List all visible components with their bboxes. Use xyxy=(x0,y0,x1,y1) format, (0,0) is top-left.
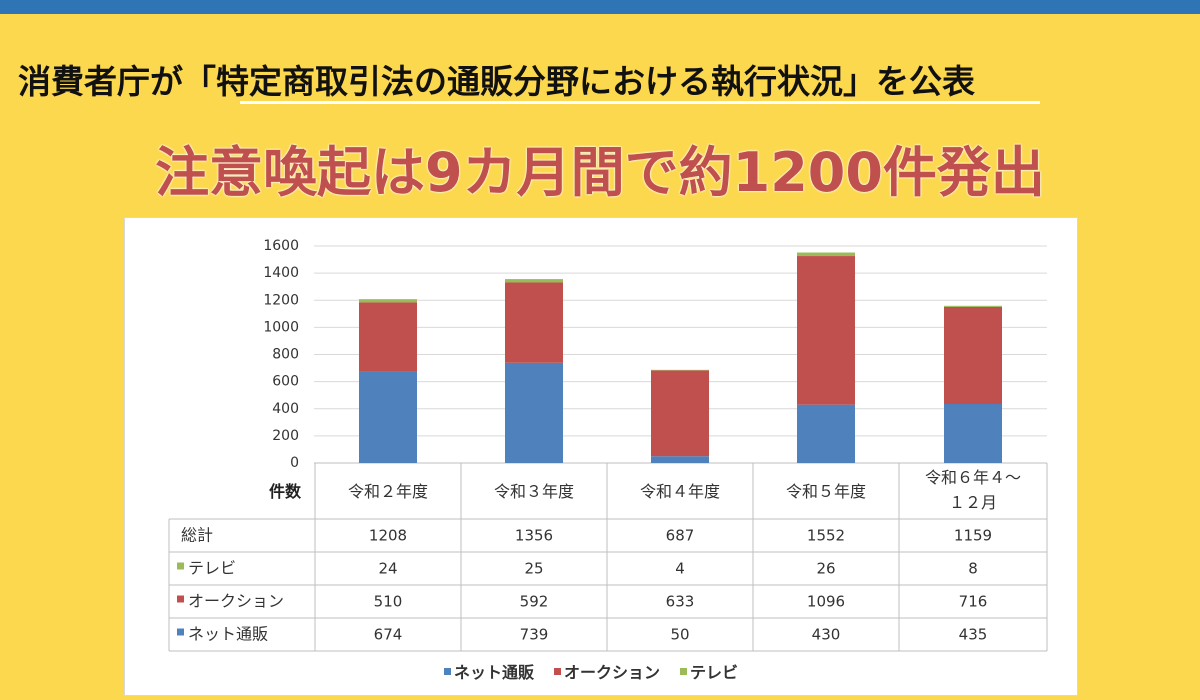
bar-segment xyxy=(797,256,855,405)
table-cell: 1096 xyxy=(807,593,845,611)
table-cell: 510 xyxy=(374,593,403,611)
legend-swatch xyxy=(554,668,561,675)
bar-segment xyxy=(359,299,417,303)
legend-key-marker xyxy=(177,628,184,636)
y-tick-label: 200 xyxy=(272,428,299,444)
bar-segment xyxy=(505,282,563,363)
legend-key-marker xyxy=(177,595,184,603)
x-category-label: 令和４年度 xyxy=(640,482,720,501)
bar-segment xyxy=(944,305,1002,307)
y-tick-label: 1200 xyxy=(263,292,299,308)
x-category-label: 令和２年度 xyxy=(348,482,428,501)
bar-segment xyxy=(505,362,563,463)
legend-key-marker xyxy=(177,562,184,570)
table-cell: 25 xyxy=(524,560,543,578)
legend-swatch xyxy=(680,668,687,675)
table-row-label: 総計 xyxy=(181,526,213,545)
table-cell: 1552 xyxy=(807,527,845,545)
table-cell: 674 xyxy=(374,626,403,644)
bar-segment xyxy=(359,302,417,372)
x-category-label: １２月 xyxy=(949,493,997,512)
table-header-label: 件数 xyxy=(269,482,302,501)
table-cell: 633 xyxy=(666,593,695,611)
y-tick-label: 1600 xyxy=(263,238,299,254)
table-cell: 716 xyxy=(959,593,988,611)
table-cell: 739 xyxy=(520,626,549,644)
table-cell: 1159 xyxy=(954,527,992,545)
y-tick-label: 1000 xyxy=(263,319,299,335)
table-cell: 8 xyxy=(968,560,978,578)
bar-segment xyxy=(651,370,709,457)
legend-label: テレビ xyxy=(690,663,738,682)
y-tick-label: 600 xyxy=(272,374,299,390)
bar-segment xyxy=(797,252,855,257)
table-cell: 430 xyxy=(812,626,841,644)
table-cell: 687 xyxy=(666,527,695,545)
table-cell: 1356 xyxy=(515,527,553,545)
table-cell: 1208 xyxy=(369,527,407,545)
bar-segment xyxy=(651,456,709,463)
bar-segment xyxy=(651,369,709,371)
y-tick-label: 0 xyxy=(290,455,299,471)
stacked-bar-chart: 0 200 400 600 800 1000 1200 1400 1600 件数 令和２年度 令和３年… xyxy=(168,238,1048,682)
bar-segment xyxy=(505,279,563,283)
chart-panel: 0 200 400 600 800 1000 1200 1400 1600 件数 令和２年度 令和３年… xyxy=(124,217,1078,696)
table-cell: 50 xyxy=(670,626,689,644)
top-accent-bar xyxy=(0,0,1200,14)
bar-segment xyxy=(944,306,1002,405)
x-category-label: 令和５年度 xyxy=(786,482,866,501)
y-tick-label: 800 xyxy=(272,347,299,363)
page-subtitle: 注意喚起は9カ月間で約1200件発出 xyxy=(155,141,1045,204)
x-category-label: 令和３年度 xyxy=(494,482,574,501)
y-tick-label: 400 xyxy=(272,401,299,417)
table-cell: 435 xyxy=(959,626,988,644)
bar-segment xyxy=(797,404,855,463)
legend-label: オークション xyxy=(564,663,660,682)
table-cell: 4 xyxy=(675,560,685,578)
table-cell: 592 xyxy=(520,593,549,611)
title-underline xyxy=(240,101,1040,104)
legend-swatch xyxy=(444,668,451,675)
table-row-label: ネット通販 xyxy=(188,625,268,644)
table-row-label: テレビ xyxy=(188,559,236,578)
table-row-label: オークション xyxy=(188,592,284,611)
x-category-label: 令和６年４～ xyxy=(925,468,1021,487)
table-cell: 24 xyxy=(378,560,397,578)
bar-segment xyxy=(359,371,417,463)
legend-label: ネット通販 xyxy=(454,663,535,682)
table-cell: 26 xyxy=(816,560,835,578)
y-tick-label: 1400 xyxy=(263,265,299,281)
page-title: 消費者庁が「特定商取引法の通販分野における執行状況」を公表 xyxy=(18,62,975,101)
bar-segment xyxy=(944,404,1002,463)
